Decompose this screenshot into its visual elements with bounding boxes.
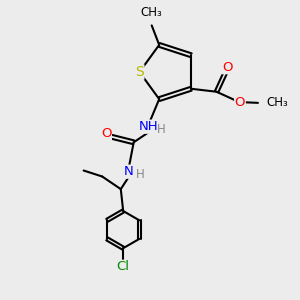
Text: O: O xyxy=(235,96,245,109)
Text: S: S xyxy=(135,65,144,79)
Text: NH: NH xyxy=(138,120,158,133)
Text: N: N xyxy=(124,165,134,178)
Text: Cl: Cl xyxy=(117,260,130,273)
Text: H: H xyxy=(157,123,166,136)
Text: CH₃: CH₃ xyxy=(266,96,288,110)
Text: O: O xyxy=(101,128,111,140)
Text: H: H xyxy=(136,168,145,181)
Text: O: O xyxy=(222,61,232,74)
Text: CH₃: CH₃ xyxy=(141,6,163,19)
